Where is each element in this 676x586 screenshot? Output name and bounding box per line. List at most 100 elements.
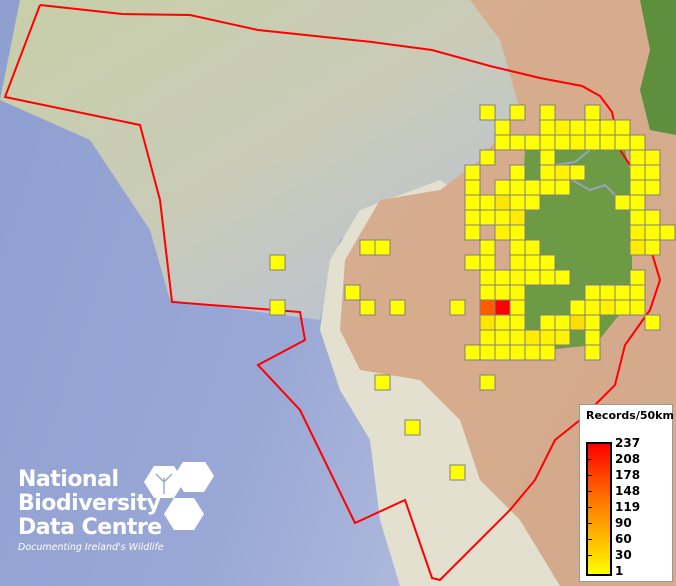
grid-cell[interactable] xyxy=(614,134,631,151)
grid-cell[interactable] xyxy=(509,104,526,121)
grid-cell[interactable] xyxy=(524,239,541,256)
grid-cell[interactable] xyxy=(494,194,511,211)
grid-cell[interactable] xyxy=(509,134,526,151)
grid-cell[interactable] xyxy=(539,164,556,181)
grid-cell[interactable] xyxy=(494,344,511,361)
grid-cell[interactable] xyxy=(509,224,526,241)
grid-cell[interactable] xyxy=(629,164,646,181)
grid-cell[interactable] xyxy=(479,194,496,211)
grid-cell[interactable] xyxy=(464,344,481,361)
grid-cell[interactable] xyxy=(554,179,571,196)
grid-cell[interactable] xyxy=(629,179,646,196)
grid-cell[interactable] xyxy=(539,254,556,271)
grid-cell[interactable] xyxy=(569,299,586,316)
grid-cell[interactable] xyxy=(614,284,631,301)
grid-cell[interactable] xyxy=(479,314,496,331)
grid-cell[interactable] xyxy=(494,209,511,226)
grid-cell[interactable] xyxy=(464,164,481,181)
grid-cell[interactable] xyxy=(509,164,526,181)
grid-cell[interactable] xyxy=(554,134,571,151)
grid-cell[interactable] xyxy=(389,299,406,316)
grid-cell[interactable] xyxy=(584,104,601,121)
grid-cell[interactable] xyxy=(374,374,391,391)
grid-cell[interactable] xyxy=(494,314,511,331)
grid-cell[interactable] xyxy=(554,269,571,286)
grid-cell[interactable] xyxy=(479,329,496,346)
grid-cell[interactable] xyxy=(539,179,556,196)
grid-cell[interactable] xyxy=(644,209,661,226)
grid-cell[interactable] xyxy=(524,254,541,271)
grid-cell[interactable] xyxy=(539,149,556,166)
grid-cell[interactable] xyxy=(629,299,646,316)
grid-cell[interactable] xyxy=(449,299,466,316)
grid-cell[interactable] xyxy=(404,419,421,436)
grid-cell[interactable] xyxy=(644,164,661,181)
grid-cell[interactable] xyxy=(524,134,541,151)
grid-cell[interactable] xyxy=(554,164,571,181)
grid-cell[interactable] xyxy=(464,254,481,271)
grid-cell[interactable] xyxy=(524,344,541,361)
grid-cell[interactable] xyxy=(359,239,376,256)
grid-cell[interactable] xyxy=(269,254,286,271)
grid-cell[interactable] xyxy=(464,224,481,241)
grid-cell[interactable] xyxy=(644,179,661,196)
grid-cell[interactable] xyxy=(614,119,631,136)
grid-cell[interactable] xyxy=(584,344,601,361)
grid-cell[interactable] xyxy=(464,194,481,211)
grid-cell[interactable] xyxy=(554,119,571,136)
grid-cell[interactable] xyxy=(629,224,646,241)
grid-cell[interactable] xyxy=(509,299,526,316)
grid-cell[interactable] xyxy=(584,329,601,346)
grid-cell[interactable] xyxy=(539,104,556,121)
grid-cell[interactable] xyxy=(524,194,541,211)
grid-cell[interactable] xyxy=(539,119,556,136)
grid-cell[interactable] xyxy=(359,299,376,316)
grid-cell[interactable] xyxy=(269,299,286,316)
grid-cell[interactable] xyxy=(479,284,496,301)
grid-cell[interactable] xyxy=(644,239,661,256)
grid-cell[interactable] xyxy=(554,329,571,346)
grid-cell[interactable] xyxy=(569,314,586,331)
grid-cell[interactable] xyxy=(449,464,466,481)
grid-cell[interactable] xyxy=(509,344,526,361)
grid-cell[interactable] xyxy=(479,299,496,316)
grid-cell[interactable] xyxy=(539,344,556,361)
grid-cell[interactable] xyxy=(494,179,511,196)
grid-cell[interactable] xyxy=(539,314,556,331)
grid-cell[interactable] xyxy=(539,269,556,286)
grid-cell[interactable] xyxy=(629,269,646,286)
grid-cell[interactable] xyxy=(479,254,496,271)
grid-cell[interactable] xyxy=(629,194,646,211)
grid-cell[interactable] xyxy=(479,374,496,391)
grid-cell[interactable] xyxy=(524,269,541,286)
grid-cell[interactable] xyxy=(479,209,496,226)
grid-cell[interactable] xyxy=(464,209,481,226)
grid-cell[interactable] xyxy=(614,194,631,211)
grid-cell[interactable] xyxy=(629,134,646,151)
grid-cell[interactable] xyxy=(509,179,526,196)
grid-cell[interactable] xyxy=(584,299,601,316)
grid-cell[interactable] xyxy=(629,284,646,301)
grid-cell[interactable] xyxy=(599,134,616,151)
grid-cell[interactable] xyxy=(479,239,496,256)
grid-cell[interactable] xyxy=(509,254,526,271)
grid-cell[interactable] xyxy=(629,149,646,166)
grid-cell[interactable] xyxy=(584,119,601,136)
grid-cell[interactable] xyxy=(509,329,526,346)
grid-cell[interactable] xyxy=(509,194,526,211)
grid-cell[interactable] xyxy=(584,284,601,301)
grid-cell[interactable] xyxy=(374,239,391,256)
grid-cell[interactable] xyxy=(584,134,601,151)
grid-cell[interactable] xyxy=(554,314,571,331)
grid-cell[interactable] xyxy=(479,149,496,166)
grid-cell[interactable] xyxy=(614,299,631,316)
grid-cell[interactable] xyxy=(494,299,511,316)
grid-cell[interactable] xyxy=(599,284,616,301)
grid-cell[interactable] xyxy=(569,119,586,136)
grid-cell[interactable] xyxy=(464,179,481,196)
grid-cell[interactable] xyxy=(644,149,661,166)
grid-cell[interactable] xyxy=(644,314,661,331)
grid-cell[interactable] xyxy=(494,284,511,301)
grid-cell[interactable] xyxy=(629,209,646,226)
